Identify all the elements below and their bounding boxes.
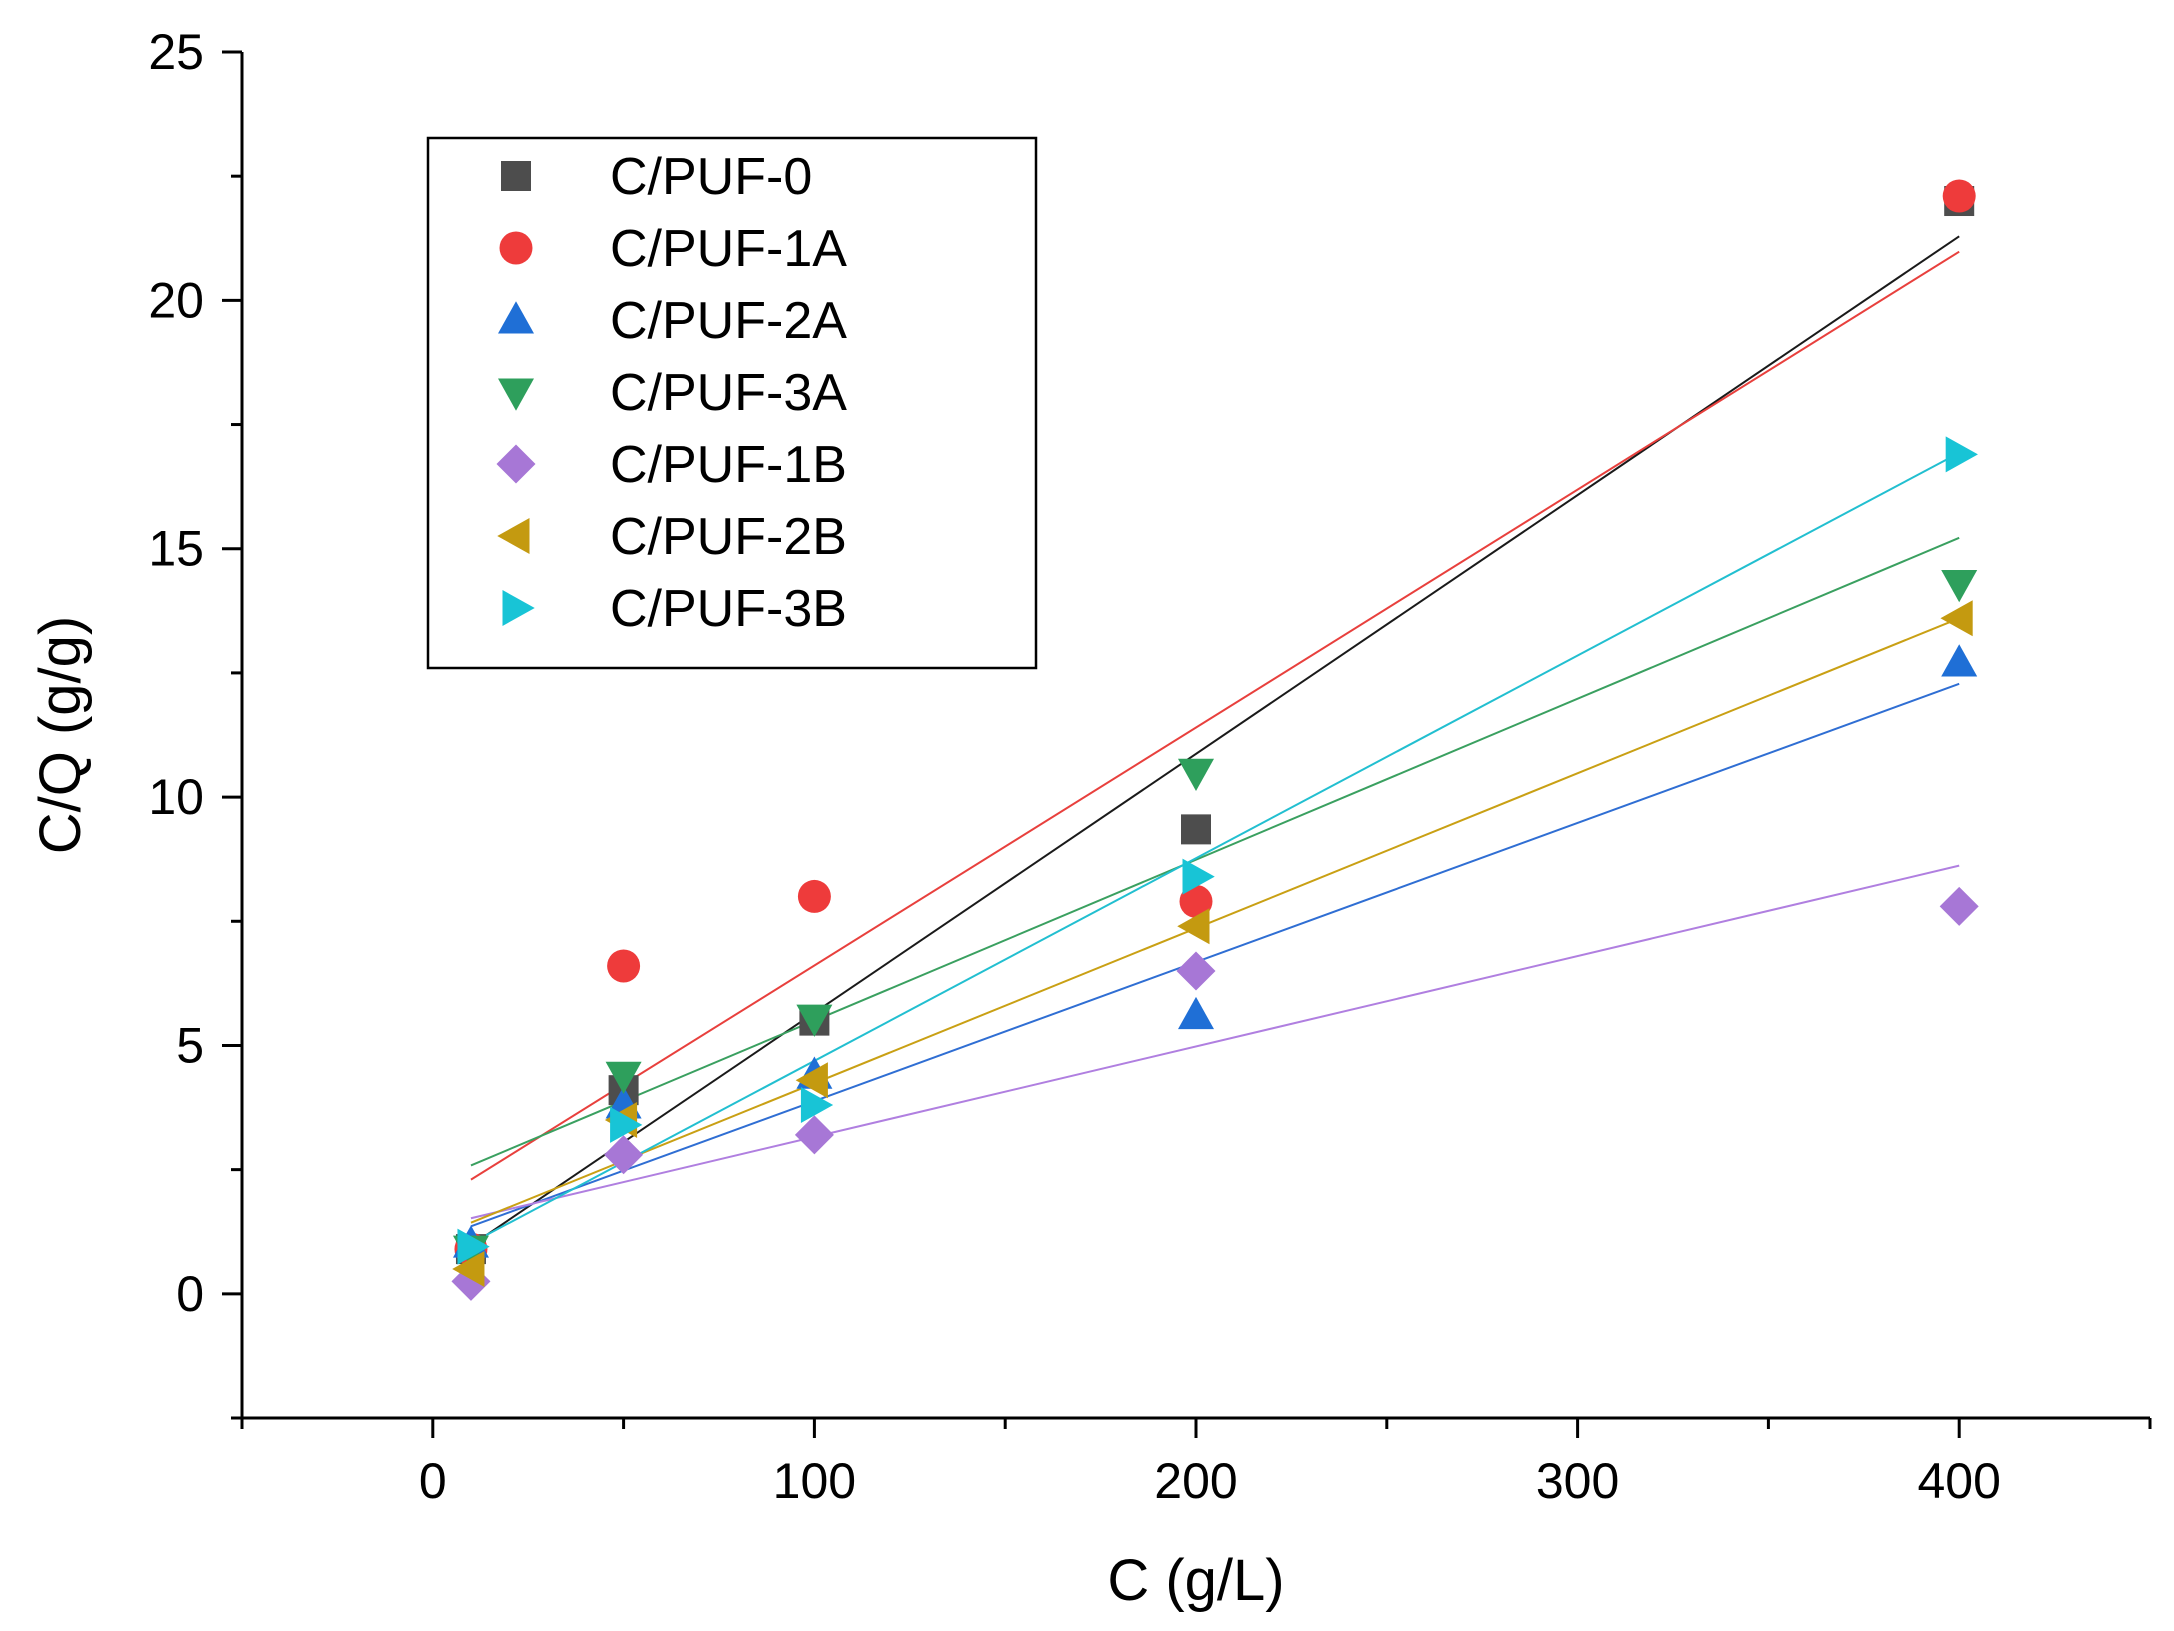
point-c-puf-1b	[604, 1135, 644, 1175]
legend-box	[426, 136, 1038, 670]
legend: C/PUF-0 C/PUF-1A C/PUF-2A C/PUF-3A C/PUF-1B C…	[426, 136, 1038, 670]
point-c-puf-3b	[800, 1087, 834, 1124]
fit-line-c-puf-2a	[470, 682, 1960, 1228]
fit-line-c-puf-1a	[470, 250, 1960, 1181]
x-tick-label: 0	[419, 1453, 447, 1509]
point-c-puf-1b	[1939, 886, 1979, 926]
fit-lines	[470, 235, 1960, 1247]
point-c-puf-3a	[1178, 758, 1214, 792]
point-c-puf-3a	[796, 1004, 833, 1037]
x-tick-label: 300	[1536, 1453, 1619, 1509]
x-tick-label: 400	[1917, 1453, 2000, 1509]
axes: 0 100 200 300 400 0 5 10 15 20 25	[148, 24, 2152, 1509]
y-tick-label: 25	[148, 24, 204, 80]
y-tick-label: 10	[148, 769, 204, 825]
point-c-puf-3b	[1182, 858, 1215, 895]
fit-line-c-puf-3b	[470, 451, 1960, 1245]
point-c-puf-1b	[794, 1115, 834, 1155]
point-c-puf-3b	[457, 1228, 490, 1265]
fit-line-c-puf-2b	[470, 617, 1960, 1224]
point-c-puf-3a	[605, 1061, 642, 1095]
y-tick-label: 0	[176, 1266, 204, 1322]
legend-marker	[497, 518, 530, 554]
point-c-puf-2b	[1177, 908, 1210, 945]
legend-marker	[502, 590, 535, 626]
fit-line-c-puf-1b	[470, 864, 1960, 1220]
point-c-puf-2a	[1941, 644, 1978, 677]
legend-marker	[498, 378, 534, 411]
point-c-puf-1a	[607, 949, 641, 983]
x-axis-title: C (g/L)	[1107, 1548, 1284, 1613]
legend-label: C/PUF-3B	[610, 580, 847, 638]
point-c-puf-3b	[610, 1106, 643, 1143]
y-tick-label: 15	[148, 521, 204, 577]
point-c-puf-3b	[1945, 436, 1978, 473]
point-c-puf-1b	[1176, 951, 1216, 991]
point-c-puf-1a	[1942, 179, 1976, 213]
y-tick-label: 20	[148, 272, 204, 328]
point-c-puf-2a	[1178, 996, 1214, 1030]
legend-marker	[499, 231, 533, 265]
data-points	[451, 179, 1979, 1301]
fit-line-c-puf-3a	[470, 536, 1960, 1167]
point-c-puf-3a	[1941, 569, 1978, 603]
legend-label: C/PUF-3A	[610, 364, 847, 422]
point-c-puf-1a	[1179, 884, 1213, 918]
legend-label: C/PUF-0	[610, 148, 812, 206]
legend-label: C/PUF-2B	[610, 508, 847, 566]
legend-label: C/PUF-1B	[610, 436, 847, 494]
legend-marker	[498, 301, 534, 334]
point-c-puf-2b	[1940, 600, 1973, 637]
legend-label: C/PUF-1A	[610, 220, 847, 278]
legend-marker	[496, 444, 536, 484]
y-tick-label: 5	[176, 1017, 204, 1073]
legend-label: C/PUF-2A	[610, 292, 847, 350]
fit-line-c-puf-0	[470, 235, 1960, 1247]
legend-marker	[501, 161, 531, 191]
y-axis-title: C/Q (g/g)	[28, 616, 93, 855]
x-tick-label: 200	[1154, 1453, 1237, 1509]
point-c-puf-2b	[795, 1062, 828, 1099]
point-c-puf-0	[1181, 814, 1211, 845]
point-c-puf-2b	[452, 1250, 485, 1287]
x-tick-label: 100	[773, 1453, 856, 1509]
point-c-puf-1a	[797, 879, 831, 913]
